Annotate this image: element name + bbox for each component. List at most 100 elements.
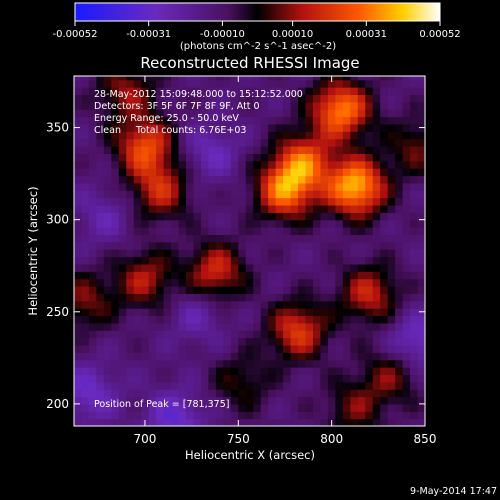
heatmap-cell <box>365 352 374 361</box>
heatmap-cell <box>380 241 389 250</box>
heatmap-cell <box>290 249 299 258</box>
heatmap-cell <box>118 367 127 376</box>
heatmap-cell <box>320 278 329 287</box>
heatmap-cell <box>283 337 292 346</box>
heatmap-cell <box>260 204 269 213</box>
heatmap-cell <box>126 359 135 368</box>
heatmap-cell <box>372 256 381 265</box>
heatmap-cell <box>156 418 165 426</box>
heatmap-cell <box>253 337 262 346</box>
heatmap-cell <box>357 300 366 309</box>
heatmap-cell <box>283 175 292 184</box>
heatmap-cell <box>193 256 202 265</box>
heatmap-cell <box>305 87 314 96</box>
heatmap-cell <box>260 263 269 272</box>
heatmap-cell <box>126 76 135 81</box>
heatmap-cell <box>365 197 374 206</box>
heatmap-cell <box>417 197 425 206</box>
heatmap-cell <box>126 249 135 258</box>
heatmap-cell <box>193 337 202 346</box>
heatmap-cell <box>193 396 202 405</box>
heatmap-cell <box>342 418 351 426</box>
heatmap-cell <box>372 146 381 154</box>
heatmap-cell <box>372 278 381 287</box>
heatmap-cell <box>380 116 389 125</box>
heatmap-cell <box>238 308 247 317</box>
heatmap-cell <box>103 271 112 280</box>
heatmap-cell <box>298 403 307 412</box>
heatmap-cell <box>320 76 329 81</box>
heatmap-cell <box>298 315 307 324</box>
heatmap-cell <box>387 153 396 162</box>
heatmap-cell <box>365 271 374 280</box>
heatmap-cell <box>365 227 374 236</box>
heatmap-cell <box>312 131 322 140</box>
heatmap-cell <box>230 76 239 81</box>
heatmap-cell <box>111 79 120 88</box>
heatmap-cell <box>342 396 351 405</box>
heatmap-cell <box>81 330 90 339</box>
heatmap-cell <box>387 160 396 169</box>
heatmap-cell <box>312 190 322 199</box>
heatmap-cell <box>342 175 351 184</box>
heatmap-cell <box>387 197 396 206</box>
heatmap-cell <box>111 418 120 426</box>
heatmap-cell <box>342 241 351 250</box>
heatmap-cell <box>395 418 404 426</box>
heatmap-cell <box>223 344 232 353</box>
heatmap-cell <box>238 330 247 339</box>
heatmap-cell <box>268 344 277 353</box>
heatmap-cell <box>133 138 142 147</box>
heatmap-cell <box>111 308 120 317</box>
heatmap-cell <box>230 308 239 317</box>
heatmap-cell <box>253 315 262 324</box>
heatmap-cell <box>133 263 142 272</box>
heatmap-cell <box>395 249 404 258</box>
heatmap-cell <box>103 411 112 420</box>
heatmap-cell <box>298 249 307 258</box>
heatmap-cell <box>148 79 157 88</box>
heatmap-cell <box>88 153 98 162</box>
heatmap-cell <box>230 123 239 132</box>
heatmap-cell <box>81 146 90 154</box>
heatmap-cell <box>380 330 389 339</box>
heatmap-cell <box>275 76 284 81</box>
heatmap-cell <box>88 278 98 287</box>
heatmap-cell <box>298 374 307 383</box>
heatmap-cell <box>417 322 425 331</box>
heatmap-cell <box>141 204 150 213</box>
heatmap-cell <box>133 249 142 258</box>
heatmap-cell <box>357 286 366 294</box>
heatmap-cell <box>357 381 366 390</box>
heatmap-cell <box>163 418 172 426</box>
heatmap-cell <box>118 123 127 132</box>
heatmap-cell <box>96 131 105 140</box>
heatmap-cell <box>186 101 195 110</box>
heatmap-cell <box>96 109 105 118</box>
heatmap-cell <box>335 308 344 317</box>
heatmap-cell <box>357 168 366 177</box>
heatmap-cell <box>380 94 389 103</box>
heatmap-cell <box>275 352 284 361</box>
heatmap-cell <box>178 79 187 88</box>
heatmap-cell <box>305 94 314 103</box>
heatmap-cell <box>395 234 404 243</box>
heatmap-cell <box>357 322 366 331</box>
heatmap-cell <box>253 168 262 177</box>
heatmap-cell <box>74 116 83 125</box>
heatmap-cell <box>365 204 374 213</box>
heatmap-cell <box>305 271 314 280</box>
heatmap-cell <box>111 389 120 398</box>
heatmap-cell <box>275 256 284 265</box>
heatmap-cell <box>417 256 425 265</box>
heatmap-cell <box>186 263 195 272</box>
heatmap-cell <box>268 109 277 118</box>
heatmap-cell <box>215 263 224 272</box>
heatmap-cell <box>327 278 336 287</box>
heatmap-cell <box>126 344 135 353</box>
heatmap-cell <box>208 204 217 213</box>
heatmap-cell <box>81 374 90 383</box>
heatmap-cell <box>320 367 329 376</box>
heatmap-cell <box>245 123 254 132</box>
heatmap-cell <box>171 411 180 420</box>
